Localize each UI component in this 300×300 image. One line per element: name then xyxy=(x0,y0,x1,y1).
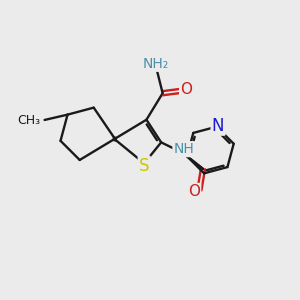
Text: N: N xyxy=(212,116,224,134)
Text: O: O xyxy=(180,82,192,97)
Text: CH₃: CH₃ xyxy=(17,114,40,127)
Text: S: S xyxy=(139,157,149,175)
Text: NH: NH xyxy=(173,142,194,156)
Text: O: O xyxy=(188,184,200,199)
Text: NH₂: NH₂ xyxy=(143,57,169,71)
